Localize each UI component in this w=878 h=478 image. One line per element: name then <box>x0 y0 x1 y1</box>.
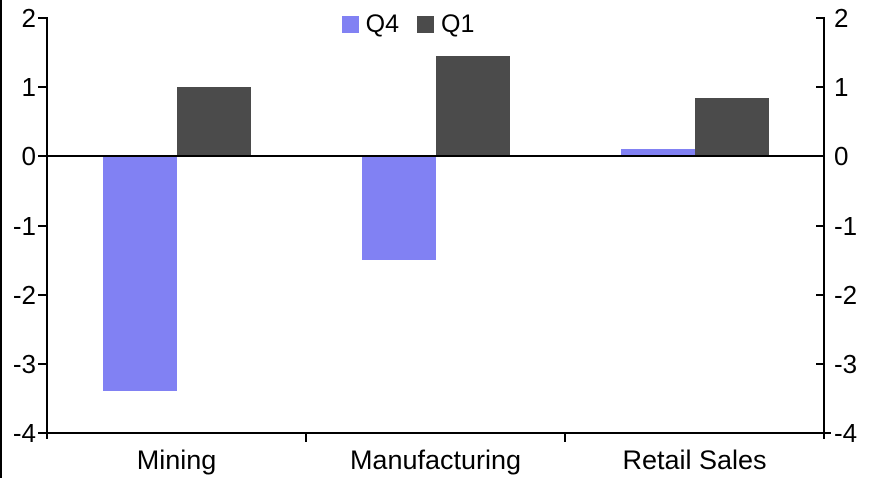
y-tick-left <box>38 155 47 158</box>
y-tick-label-right: -1 <box>834 210 858 241</box>
y-tick-label-left: -3 <box>12 348 36 379</box>
y-tick-right <box>816 17 825 19</box>
y-tick-label-right: 2 <box>834 3 849 33</box>
y-tick-left <box>38 293 47 296</box>
y-tick-label-right: 0 <box>834 141 849 172</box>
y-tick-left <box>38 17 47 19</box>
y-tick-right <box>816 224 825 227</box>
zero-line <box>47 155 824 158</box>
bar-q1-retail-sales <box>694 97 769 157</box>
y-tick-right <box>816 293 825 296</box>
y-tick-label-left: 1 <box>21 72 36 103</box>
y-axis-right <box>823 17 825 439</box>
y-tick-left <box>38 362 47 365</box>
bar-q1-mining <box>176 87 251 157</box>
y-tick-label-left: 0 <box>21 141 36 172</box>
bar-q1-manufacturing <box>435 56 510 157</box>
y-tick-label-right: 1 <box>834 72 849 103</box>
x-boundary-tick <box>564 433 566 442</box>
x-category-label: Retail Sales <box>622 445 767 475</box>
x-category-label: Manufacturing <box>349 445 522 475</box>
x-boundary-tick <box>305 433 307 442</box>
y-tick-left <box>38 224 47 227</box>
y-tick-label-left: -1 <box>12 210 36 241</box>
left-edge-border <box>0 0 2 478</box>
bar-q4-retail-sales <box>620 149 695 157</box>
y-tick-label-left: -2 <box>12 279 36 310</box>
chart-legend: Q4 Q1 <box>0 10 816 39</box>
bar-q4-mining <box>102 156 177 392</box>
y-tick-right <box>816 86 825 89</box>
y-tick-right <box>816 362 825 365</box>
x-category-label: Mining <box>136 445 217 475</box>
y-tick-label-left: -4 <box>12 418 36 448</box>
y-axis-left <box>46 17 48 439</box>
y-tick-label-right: -2 <box>834 279 858 310</box>
legend-item-q1: Q1 <box>417 10 474 39</box>
legend-swatch-q1 <box>417 16 434 33</box>
y-tick-left <box>38 86 47 89</box>
legend-swatch-q4 <box>341 16 359 33</box>
y-tick-label-right: -3 <box>834 348 858 379</box>
y-tick-label-right: -4 <box>834 418 858 448</box>
y-tick-label-left: 2 <box>21 3 36 33</box>
legend-item-q4: Q4 <box>341 10 399 39</box>
x-axis <box>42 432 831 434</box>
bar-q4-manufacturing <box>361 156 436 261</box>
legend-label-q4: Q4 <box>365 10 399 38</box>
legend-label-q1: Q1 <box>441 10 475 38</box>
